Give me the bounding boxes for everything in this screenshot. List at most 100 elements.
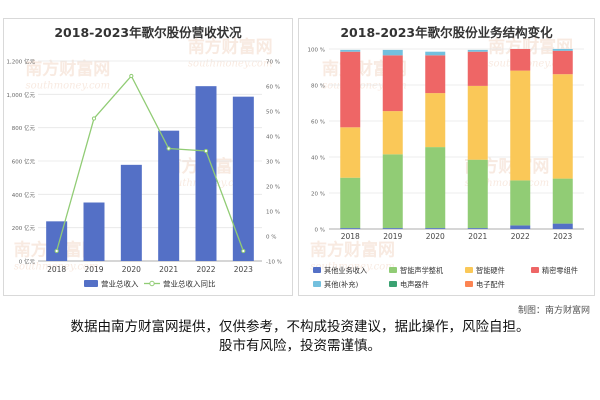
x-tick-label: 2021 — [159, 265, 178, 274]
watermark-url: southmoney.com — [465, 178, 550, 189]
stacked-segment — [510, 225, 531, 229]
legend-swatch — [389, 267, 397, 273]
legend-swatch — [531, 267, 539, 273]
y-tick-label: 0 % — [315, 228, 325, 234]
y-tick-label: 1,200 亿元 — [7, 58, 36, 66]
revenue-chart: 南方财富网southmoney.com南方财富网southmoney.com南方… — [7, 36, 282, 289]
legend-swatch — [465, 267, 473, 273]
stacked-segment — [382, 55, 403, 112]
disclaimer: 数据由南方财富网提供，仅供参考，不构成投资建议，据此操作，风险自担。 股市有风险… — [0, 318, 600, 356]
y2-tick-label: 40 % — [266, 135, 280, 141]
y-tick-label: 1,000 亿元 — [7, 91, 36, 99]
legend-swatch — [313, 281, 321, 287]
stacked-segment — [467, 51, 488, 86]
legend-label: 智能硬件 — [476, 266, 505, 275]
stacked-segment — [340, 49, 361, 52]
legend-label: 电声器件 — [400, 280, 429, 289]
disclaimer-line-1: 数据由南方财富网提供，仅供参考，不构成投资建议，据此操作，风险自担。 — [70, 319, 530, 335]
legend-label: 其他(补充) — [324, 280, 359, 289]
stacked-segment — [340, 177, 361, 229]
y-tick-label: 200 亿元 — [12, 224, 36, 232]
stacked-segment — [467, 228, 488, 229]
watermark-url: southmoney.com — [488, 58, 573, 69]
stacked-segment — [552, 223, 573, 229]
stacked-segment — [425, 147, 446, 229]
x-tick-label: 2023 — [234, 265, 253, 274]
business-structure-chart-title: 2018-2023年歌尔股份业务结构变化 — [340, 25, 553, 40]
revenue-yoy-point — [129, 73, 134, 79]
revenue-yoy-point — [241, 248, 246, 254]
revenue-bar — [195, 86, 217, 262]
watermark-url: southmoney.com — [14, 261, 99, 272]
stacked-segment — [552, 49, 573, 51]
business-structure-chart-panel: 2018-2023年歌尔股份业务结构变化 南方财富网 southmoney.com… — [298, 18, 595, 296]
stacked-segment — [382, 228, 403, 229]
watermark-brand: 南方财富网 — [488, 36, 573, 57]
y2-tick-label: 30 % — [266, 160, 280, 166]
x-tick-label: 2022 — [511, 232, 530, 241]
watermark-url: southmoney.com — [310, 261, 395, 272]
revenue-bar — [83, 202, 105, 261]
watermark-brand: 南方财富网 — [310, 239, 395, 260]
business-structure-chart: 南方财富网southmoney.com南方财富网southmoney.com南方… — [308, 36, 584, 289]
legend-label-yoy: 营业总收入同比 — [163, 279, 216, 289]
y-tick-label: 600 亿元 — [12, 158, 36, 166]
stacked-segment — [340, 51, 361, 128]
legend-marker-yoy — [149, 280, 155, 287]
stacked-segment — [467, 49, 488, 52]
legend-swatch — [313, 267, 321, 273]
stacked-segment — [552, 50, 573, 75]
stacked-segment — [467, 85, 488, 160]
stacked-segment — [510, 49, 531, 71]
y2-tick-label: 50 % — [266, 110, 280, 116]
x-tick-label: 2019 — [84, 265, 103, 274]
revenue-bar — [232, 96, 254, 262]
y-tick-label: 60 % — [311, 120, 325, 126]
y-tick-label: 20 % — [311, 192, 325, 198]
stacked-segment — [467, 159, 488, 229]
revenue-bar — [120, 164, 142, 261]
x-tick-label: 2018 — [47, 265, 66, 274]
legend-label-revenue: 营业总收入 — [101, 279, 139, 289]
revenue-bar — [158, 130, 180, 261]
stacked-segment — [552, 74, 573, 179]
x-tick-label: 2021 — [468, 232, 487, 241]
stacked-segment — [425, 93, 446, 148]
stacked-segment — [340, 127, 361, 178]
y-tick-label: 0 亿元 — [19, 258, 36, 266]
y2-tick-label: -10 % — [266, 260, 282, 266]
stacked-segment — [425, 55, 446, 94]
stacked-segment — [382, 49, 403, 56]
y-tick-label: 40 % — [311, 156, 325, 162]
x-tick-label: 2018 — [341, 232, 360, 241]
y-tick-label: 800 亿元 — [12, 124, 36, 132]
disclaimer-line-2: 股市有风险，投资需谨慎。 — [219, 338, 381, 354]
stacked-segment — [510, 70, 531, 181]
watermark-url: southmoney.com — [322, 81, 407, 92]
y2-tick-label: 0 % — [266, 235, 276, 241]
y2-tick-label: 70 % — [266, 60, 280, 66]
revenue-chart-title: 2018-2023年歌尔股份营收状况 — [54, 25, 242, 40]
y-tick-label: 400 亿元 — [12, 191, 36, 199]
stacked-segment — [340, 228, 361, 229]
revenue-yoy-point — [166, 146, 171, 151]
legend-swatch — [465, 281, 473, 287]
y-tick-label: 80 % — [311, 84, 325, 90]
legend-swatch-revenue — [84, 280, 98, 287]
revenue-chart-panel: 2018-2023年歌尔股份营收状况 南方财富网southmoney.com南方… — [3, 18, 293, 296]
y2-tick-label: 20 % — [266, 185, 280, 191]
stacked-segment — [382, 111, 403, 155]
x-tick-label: 2019 — [383, 232, 402, 241]
revenue-yoy-point — [54, 248, 59, 254]
chart-credit: 制图：南方财富网 — [517, 306, 590, 316]
stacked-segment — [510, 180, 531, 226]
legend-swatch — [389, 281, 397, 287]
watermark-brand: 南方财富网 — [188, 36, 273, 57]
x-tick-label: 2023 — [553, 232, 572, 241]
watermark-brand: 南方财富网 — [25, 59, 110, 80]
watermark-url: southmoney.com — [26, 81, 111, 92]
watermark-url: southmoney.com — [188, 58, 273, 69]
legend-label: 精密零组件 — [542, 266, 578, 275]
x-tick-label: 2020 — [122, 265, 141, 274]
legend-label: 电子配件 — [476, 280, 505, 289]
